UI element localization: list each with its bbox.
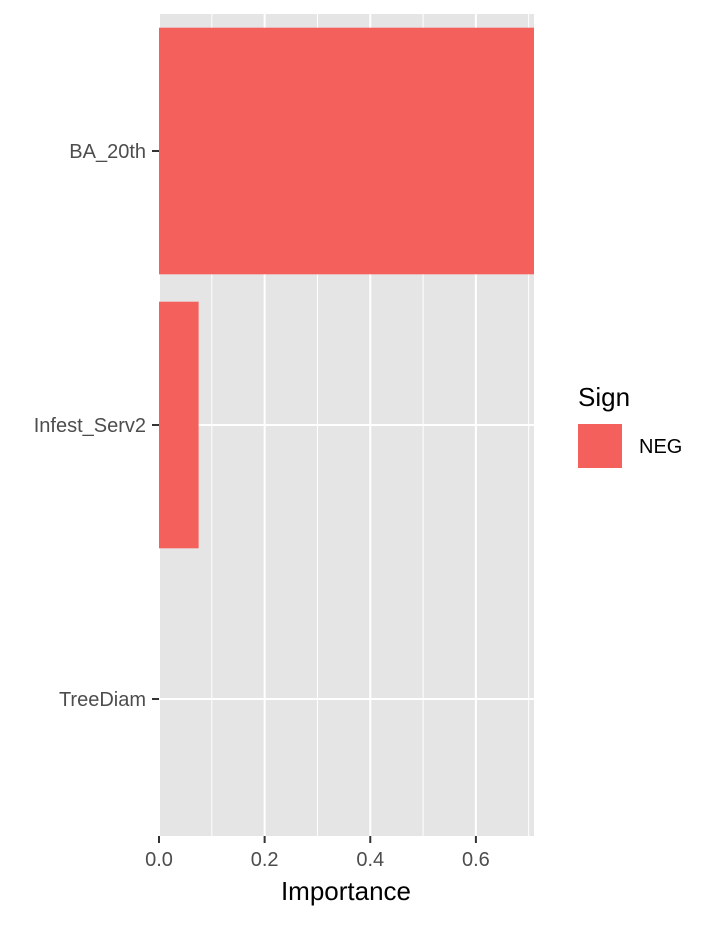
x-tick-label: 0.6: [462, 849, 490, 871]
legend: Sign NEG: [578, 382, 682, 468]
legend-label-neg: NEG: [639, 436, 682, 458]
legend-swatch-neg: [578, 424, 622, 468]
y-tick-label: TreeDiam: [59, 689, 146, 711]
x-tick-label: 0.4: [356, 849, 384, 871]
bar-ba-20th: [159, 27, 534, 275]
y-tick-label: Infest_Serv2: [34, 415, 146, 437]
y-tick-label: BA_20th: [69, 141, 146, 163]
y-axis: BA_20th Infest_Serv2 TreeDiam: [34, 141, 159, 711]
x-tick-label: 0.0: [145, 849, 173, 871]
bars: [159, 27, 534, 549]
legend-title: Sign: [578, 382, 630, 412]
x-axis-title: Importance: [281, 876, 411, 906]
x-tick-label: 0.2: [251, 849, 279, 871]
bar-infest-serv2: [159, 301, 199, 549]
x-axis: 0.0 0.2 0.4 0.6: [145, 836, 490, 871]
